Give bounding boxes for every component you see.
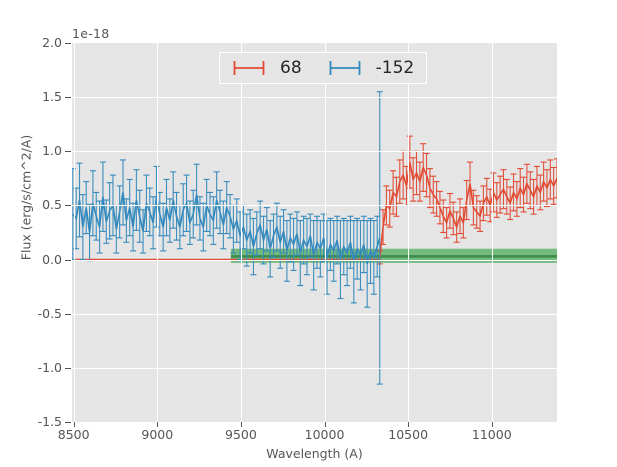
legend-entry[interactable]: 68 (232, 58, 302, 78)
legend-label: -152 (375, 58, 415, 78)
y-tick-label: 0.5 (42, 197, 62, 213)
y-axis-offset-text: 1e-18 (72, 26, 110, 41)
y-tick-mark (65, 43, 71, 44)
x-tick-label: 9000 (141, 427, 174, 442)
x-tick-mark (324, 422, 326, 427)
x-tick-label: 9500 (225, 427, 257, 442)
y-gridline (72, 367, 557, 369)
x-tick-label: 10500 (388, 427, 429, 442)
y-tick-label: -1.0 (37, 359, 62, 375)
y-tick-label: -0.5 (37, 305, 62, 321)
x-gridline (324, 43, 326, 422)
y-gridline (72, 205, 557, 207)
y-tick-label: 1.5 (42, 89, 62, 105)
x-gridline (408, 43, 410, 422)
x-tick-label: 10000 (304, 427, 345, 442)
errorbar-icon (329, 61, 361, 75)
legend-label: 68 (280, 58, 302, 78)
y-gridline (72, 97, 557, 99)
x-tick-mark (240, 422, 242, 427)
x-tick-mark (157, 422, 159, 427)
x-tick-mark (491, 422, 493, 427)
y-tick-mark (65, 205, 71, 207)
x-tick-mark (408, 422, 410, 427)
x-gridline (240, 43, 242, 422)
data-layer (72, 91, 557, 385)
x-tick-label: 8500 (57, 427, 90, 442)
y-tick-label: 2.0 (42, 35, 62, 50)
y-gridline (72, 151, 557, 153)
y-tick-label: -1.5 (37, 414, 62, 429)
x-axis-label: Wavelength (A) (266, 446, 363, 461)
y-tick-label: 0.0 (42, 251, 62, 267)
series-line (378, 161, 557, 258)
y-tick-mark (65, 97, 71, 99)
y-tick-mark (65, 259, 71, 261)
series-68 (72, 135, 557, 265)
legend[interactable]: 68 -152 (219, 52, 428, 84)
errorbar-icon (233, 61, 265, 75)
series-line (72, 192, 381, 265)
x-tick-label: 11000 (471, 427, 512, 442)
y-gridline (72, 313, 557, 315)
y-tick-label: 1.0 (42, 143, 62, 159)
x-gridline (157, 43, 159, 422)
series--152 (72, 91, 383, 385)
x-tick-mark (73, 422, 75, 427)
legend-entry[interactable]: -152 (328, 58, 415, 78)
y-tick-mark (65, 367, 71, 369)
plot-area (72, 43, 557, 422)
x-gridline (491, 43, 493, 422)
y-gridline (72, 259, 557, 261)
y-tick-mark (65, 422, 71, 423)
y-tick-mark (65, 313, 71, 315)
y-tick-mark (65, 151, 71, 153)
x-gridline (73, 43, 75, 422)
